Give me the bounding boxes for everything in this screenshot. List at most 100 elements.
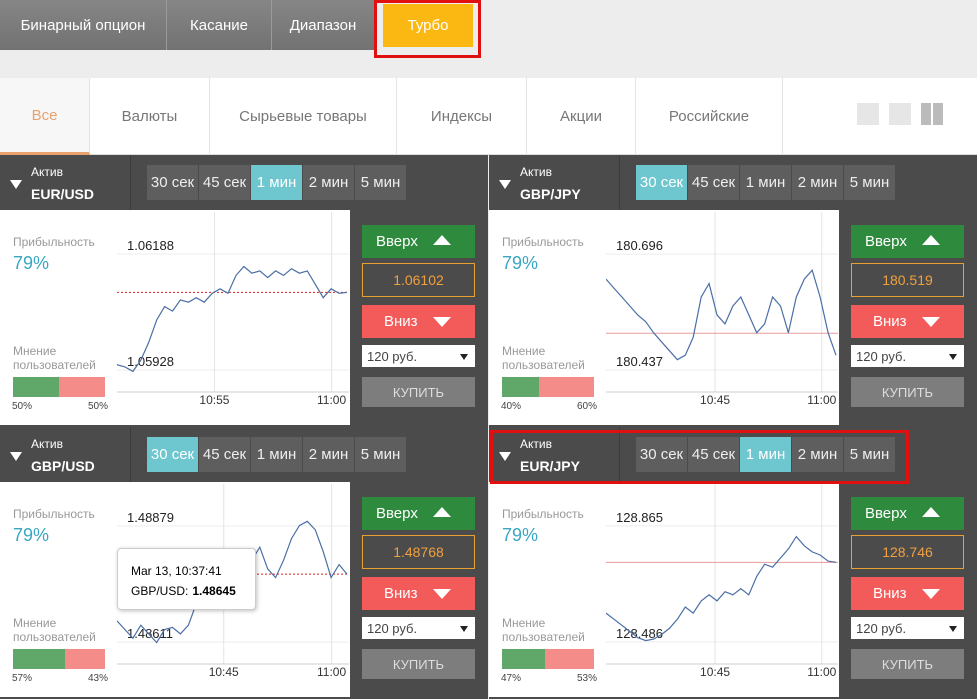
highlight	[374, 0, 481, 58]
buy-button[interactable]: КУПИТЬ	[362, 377, 475, 407]
period-button[interactable]: 45 сек	[688, 437, 739, 472]
asset-divider	[619, 427, 620, 482]
y-tick-label: 1.48879	[127, 510, 174, 525]
down-button[interactable]: Вниз	[851, 577, 964, 610]
period-button[interactable]: 30 сек	[147, 165, 198, 200]
period-button[interactable]: 45 сек	[688, 165, 739, 200]
layout-icon[interactable]	[921, 103, 943, 125]
highlight	[490, 430, 909, 484]
opinion-up: 50%	[12, 401, 33, 412]
amount-select[interactable]: 120 руб.	[851, 617, 964, 639]
down-button[interactable]: Вниз	[851, 305, 964, 338]
period-button[interactable]: 1 мин	[740, 437, 791, 472]
tab[interactable]: Бинарный опцион	[0, 0, 167, 50]
layout-icon[interactable]	[857, 103, 879, 125]
up-button[interactable]: Вверх	[362, 225, 475, 258]
x-tick-label: 10:45	[700, 665, 730, 679]
buy-button[interactable]: КУПИТЬ	[362, 649, 475, 679]
opinion-down-bar	[59, 377, 105, 397]
x-tick-label: 11:00	[317, 393, 346, 407]
tab[interactable]: Турбо	[383, 4, 473, 47]
buy-button[interactable]: КУПИТЬ	[851, 649, 964, 679]
layout-icon[interactable]	[889, 103, 911, 125]
tooltip: Mar 13, 10:37:41 GBP/USD: 1.48645	[117, 548, 256, 610]
profit-value: 79%	[13, 525, 50, 545]
period-button[interactable]: 1 мин	[251, 437, 302, 472]
period-button[interactable]: 2 мин	[792, 165, 843, 200]
x-tick-label: 10:45	[209, 665, 239, 679]
dropdown-arrow[interactable]	[10, 180, 22, 189]
amount-select[interactable]: 120 руб.	[362, 345, 475, 367]
filter-tab[interactable]: Российские	[636, 78, 783, 155]
profit-label: Прибыльность	[502, 507, 584, 521]
tab[interactable]: Диапазон	[272, 0, 375, 50]
opinion-up: 40%	[501, 401, 522, 412]
down-arrow	[433, 589, 451, 599]
period-button[interactable]: 5 мин	[355, 165, 406, 200]
price-chart: 180.696 180.437 10:45 11:00	[606, 212, 838, 407]
price-line	[117, 265, 348, 373]
period-button[interactable]: 30 сек	[636, 165, 687, 200]
dropdown-arrow[interactable]	[499, 452, 511, 461]
amount-select[interactable]: 120 руб.	[851, 345, 964, 367]
price-line	[606, 535, 837, 642]
opinion-down: 50%	[87, 401, 108, 412]
dropdown-arrow[interactable]	[10, 452, 22, 461]
opinion-up-bar	[13, 649, 66, 669]
price-box: 1.48768	[362, 535, 475, 569]
period-button[interactable]: 1 мин	[251, 165, 302, 200]
select-arrow	[460, 354, 468, 360]
period-button[interactable]: 5 мин	[844, 165, 895, 200]
price-box: 180.519	[851, 263, 964, 297]
up-arrow	[922, 235, 940, 245]
amount-select[interactable]: 120 руб.	[362, 617, 475, 639]
filter-tab[interactable]: Валюты	[90, 78, 210, 155]
period-button[interactable]: 1 мин	[740, 165, 791, 200]
period-button[interactable]: 5 мин	[355, 437, 406, 472]
filter-tab[interactable]: Все	[0, 78, 90, 155]
up-button[interactable]: Вверх	[362, 497, 475, 530]
period-button[interactable]: 45 сек	[199, 165, 250, 200]
opinion-down-bar	[545, 649, 594, 669]
asset-name: EUR/JPY	[520, 458, 580, 474]
period-button[interactable]: 30 сек	[636, 437, 687, 472]
x-tick-label: 11:00	[317, 665, 346, 679]
profit-value: 79%	[502, 525, 539, 545]
profit-label: Прибыльность	[502, 235, 584, 249]
tab[interactable]: Касание	[167, 0, 272, 50]
period-button[interactable]: 2 мин	[792, 437, 843, 472]
dropdown-arrow[interactable]	[499, 180, 511, 189]
profit-value: 79%	[502, 253, 539, 273]
period-button[interactable]: 2 мин	[303, 165, 354, 200]
down-button[interactable]: Вниз	[362, 305, 475, 338]
asset-label: Актив	[520, 437, 552, 451]
asset-label: Актив	[520, 165, 552, 179]
opinion-down: 60%	[576, 401, 597, 412]
select-arrow	[460, 626, 468, 632]
opinion-down: 43%	[87, 673, 108, 684]
x-tick-label: 10:55	[199, 393, 229, 407]
asset-panel: Актив EUR/USD 30 сек 45 сек 1 мин 2 мин 5 мин П…	[0, 155, 488, 427]
opinion-up-bar	[13, 377, 59, 397]
period-button[interactable]: 45 сек	[199, 437, 250, 472]
y-tick-label: 180.437	[616, 354, 663, 369]
y-tick-label: 1.05928	[127, 354, 174, 369]
up-button[interactable]: Вверх	[851, 225, 964, 258]
filter-tab[interactable]: Индексы	[397, 78, 527, 155]
opinion-label: Мнение пользователей	[502, 344, 585, 372]
tooltip-series: GBP/USD:	[131, 584, 189, 598]
filter-tab[interactable]: Сырьевые товары	[210, 78, 397, 155]
down-button[interactable]: Вниз	[362, 577, 475, 610]
x-tick-label: 11:00	[807, 665, 836, 679]
period-button[interactable]: 5 мин	[844, 437, 895, 472]
price-chart: 1.06188 1.05928 10:55 11:00	[117, 212, 349, 407]
price-box: 128.746	[851, 535, 964, 569]
buy-button[interactable]: КУПИТЬ	[851, 377, 964, 407]
period-button[interactable]: 30 сек	[147, 437, 198, 472]
opinion-label: Мнение пользователей	[13, 344, 96, 372]
filter-tab[interactable]: Акции	[527, 78, 636, 155]
down-arrow	[433, 317, 451, 327]
period-button[interactable]: 2 мин	[303, 437, 354, 472]
asset-label: Актив	[31, 437, 63, 451]
up-button[interactable]: Вверх	[851, 497, 964, 530]
